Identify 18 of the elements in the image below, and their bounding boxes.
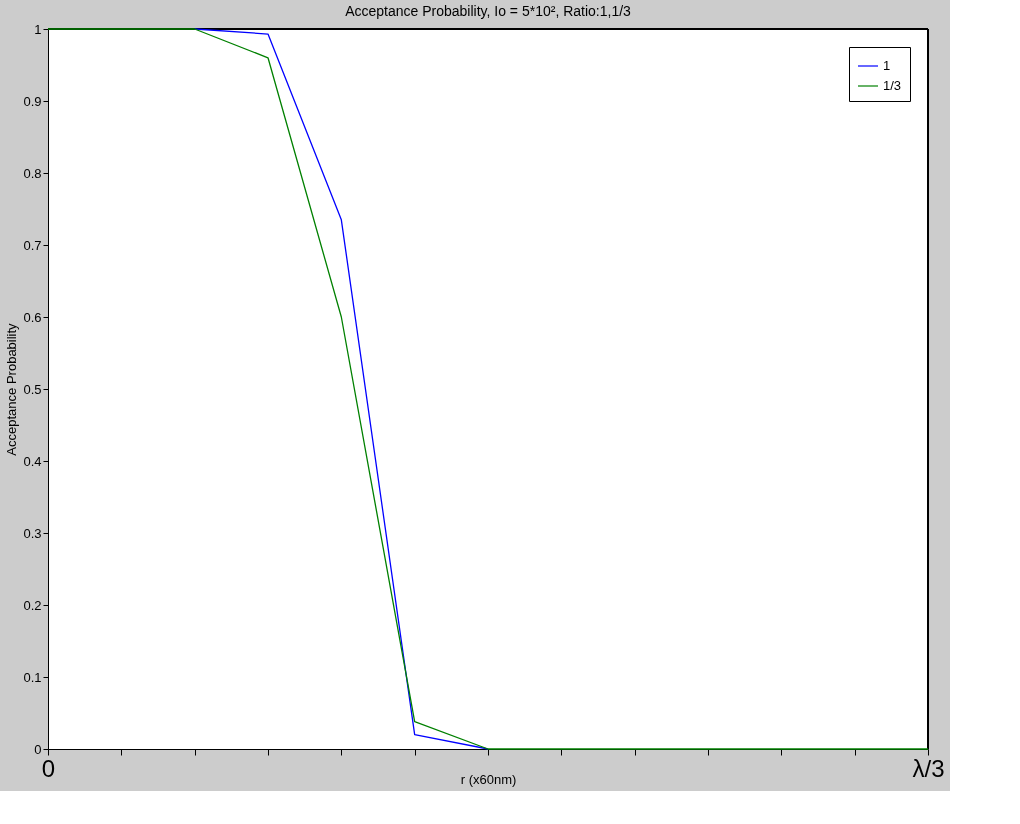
x-axis-title: r (x60nm) [460,771,517,787]
x-tick-label: λ/3 [912,754,945,782]
y-tick-label: 0.4 [23,453,42,469]
y-tick-label: 0.7 [23,237,42,253]
y-tick-label: 0.9 [23,93,42,109]
y-tick-label: 0.2 [23,597,42,613]
y-tick-label: 1 [34,21,42,37]
y-tick-label: 0.6 [23,309,42,325]
y-tick-label: 0.8 [23,165,42,181]
legend-label: 1 [883,58,891,73]
line-series [194,28,489,750]
y-tick-label: 0.3 [23,525,42,541]
y-tick-label: 0.1 [23,669,42,685]
chart-title: Acceptance Probability, Io = 5*10², Ratio:1,1/3 [345,3,632,19]
legend-label: 1/3 [883,78,902,93]
y-axis-title: Acceptance Probability [4,322,20,456]
y-tick-label: 0 [34,741,42,757]
y-tick-label: 0.5 [23,381,42,397]
